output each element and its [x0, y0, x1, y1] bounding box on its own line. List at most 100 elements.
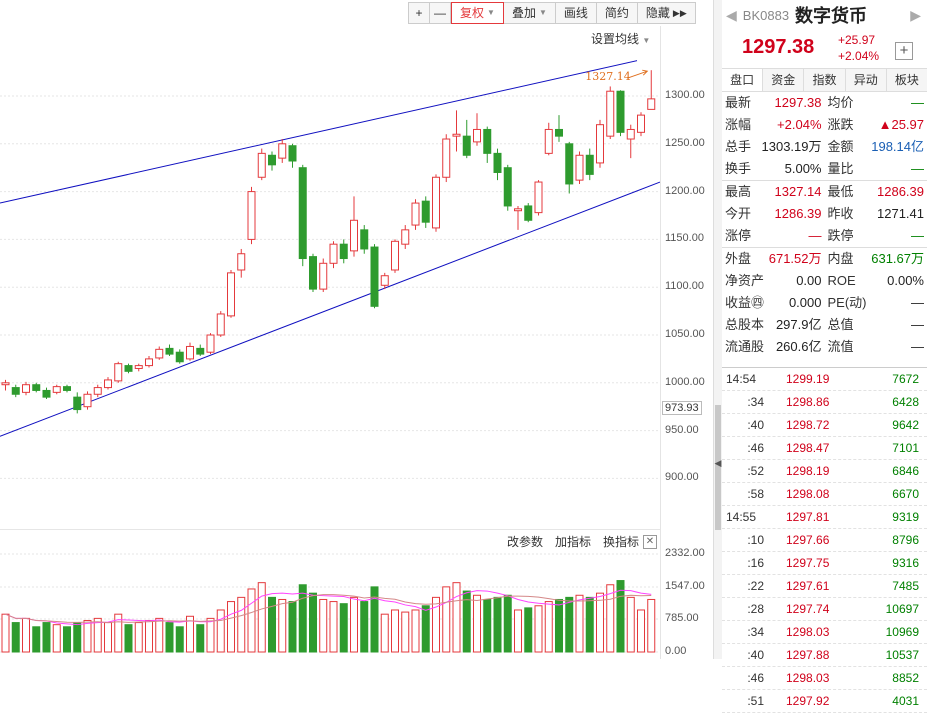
volume-chart[interactable]	[0, 550, 713, 659]
candle[interactable]	[330, 241, 337, 268]
candle[interactable]	[2, 380, 9, 391]
chart-area[interactable]: + — 复权▼ 叠加▼ 画线 简约 隐藏▶▶ 设置均线 ▼ 1327.14 13…	[0, 0, 713, 659]
volume-bar[interactable]	[515, 610, 522, 652]
candle[interactable]	[23, 382, 30, 395]
candle[interactable]	[248, 187, 255, 244]
volume-bar[interactable]	[166, 623, 173, 652]
volume-bar[interactable]	[556, 599, 563, 652]
candle[interactable]	[279, 139, 286, 163]
candle[interactable]	[64, 385, 71, 393]
tab-0[interactable]: 盘口	[722, 69, 763, 91]
volume-bar[interactable]	[23, 618, 30, 652]
candle[interactable]	[176, 349, 183, 363]
candle[interactable]	[156, 346, 163, 359]
volume-bar[interactable]	[289, 602, 296, 652]
candle[interactable]	[617, 90, 624, 136]
candle[interactable]	[566, 142, 573, 194]
candle[interactable]	[289, 144, 296, 168]
volume-bar[interactable]	[545, 602, 552, 652]
volume-bar[interactable]	[135, 623, 142, 652]
volume-bar[interactable]	[217, 610, 224, 652]
volume-bar[interactable]	[453, 583, 460, 652]
volume-bar[interactable]	[566, 597, 573, 652]
candle[interactable]	[340, 239, 347, 263]
next-stock-icon[interactable]: ▶	[910, 7, 921, 24]
candle[interactable]	[258, 149, 265, 181]
volume-bar[interactable]	[494, 597, 501, 652]
zoom-out-button[interactable]: —	[430, 2, 451, 24]
candle[interactable]	[392, 239, 399, 272]
volume-bar[interactable]	[484, 599, 491, 652]
volume-bar[interactable]	[53, 625, 60, 652]
candle[interactable]	[586, 149, 593, 181]
volume-bar[interactable]	[597, 593, 604, 652]
candle[interactable]	[125, 364, 132, 374]
add-watchlist-button[interactable]: +	[895, 42, 913, 60]
tab-4[interactable]: 板块	[887, 69, 927, 91]
volume-bar[interactable]	[392, 610, 399, 652]
volume-bar[interactable]	[607, 585, 614, 652]
candle[interactable]	[453, 110, 460, 151]
volume-bar[interactable]	[320, 599, 327, 652]
candle[interactable]	[33, 383, 40, 393]
candle[interactable]	[197, 345, 204, 356]
volume-bar[interactable]	[381, 614, 388, 652]
candle[interactable]	[269, 151, 276, 170]
candle[interactable]	[43, 388, 50, 399]
candle[interactable]	[217, 311, 224, 337]
volume-bar[interactable]	[207, 618, 214, 652]
volume-bar[interactable]	[146, 620, 153, 652]
candle[interactable]	[320, 259, 327, 292]
candle[interactable]	[494, 149, 501, 181]
volume-bar[interactable]	[474, 595, 481, 652]
candle[interactable]	[402, 225, 409, 249]
volume-bar[interactable]	[535, 606, 542, 652]
volume-bar[interactable]	[176, 627, 183, 652]
candle[interactable]	[310, 254, 317, 292]
volume-bar[interactable]	[310, 593, 317, 652]
volume-bar[interactable]	[197, 625, 204, 652]
switch-indicator-button[interactable]: 换指标	[603, 533, 639, 550]
volume-bar[interactable]	[12, 623, 19, 652]
candle[interactable]	[228, 270, 235, 318]
volume-bar[interactable]	[402, 612, 409, 652]
tab-2[interactable]: 指数	[804, 69, 845, 91]
candle[interactable]	[545, 123, 552, 156]
candle[interactable]	[94, 385, 101, 397]
volume-bar[interactable]	[2, 614, 9, 652]
candle[interactable]	[351, 196, 358, 256]
candle[interactable]	[597, 120, 604, 168]
collapse-arrow-icon[interactable]: ◀	[714, 458, 722, 469]
prev-stock-icon[interactable]: ◀	[726, 7, 737, 24]
channel-lower-line[interactable]	[0, 182, 660, 436]
candle[interactable]	[433, 174, 440, 231]
hide-button[interactable]: 隐藏▶▶	[638, 2, 696, 24]
close-indicator-icon[interactable]: ✕	[643, 535, 657, 549]
volume-bar[interactable]	[105, 623, 112, 652]
simple-mode-button[interactable]: 简约	[597, 2, 638, 24]
change-params-button[interactable]: 改参数	[507, 533, 543, 550]
volume-bar[interactable]	[299, 585, 306, 652]
volume-bar[interactable]	[33, 627, 40, 652]
candle[interactable]	[627, 125, 634, 158]
tab-1[interactable]: 资金	[763, 69, 804, 91]
candle[interactable]	[443, 134, 450, 182]
volume-bar[interactable]	[525, 608, 532, 652]
volume-bar[interactable]	[422, 606, 429, 652]
volume-bar[interactable]	[43, 623, 50, 652]
candle[interactable]	[53, 385, 60, 395]
candle[interactable]	[115, 362, 122, 383]
zoom-in-button[interactable]: +	[408, 2, 430, 24]
candle[interactable]	[299, 165, 306, 266]
